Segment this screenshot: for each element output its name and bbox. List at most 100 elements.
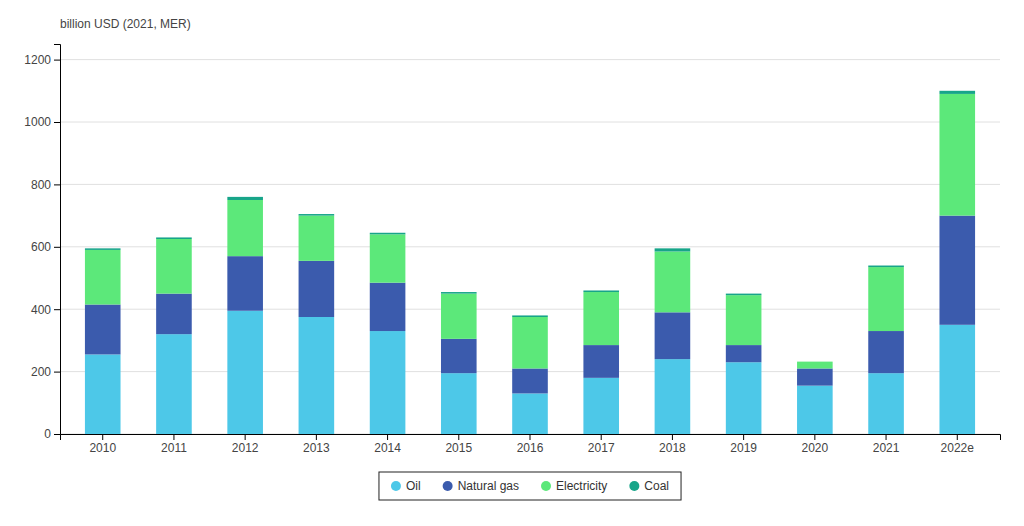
x-tick-label: 2019 [730, 441, 757, 455]
legend: Oil Natural gas Electricity Coal [379, 472, 681, 500]
y-tick-mark [54, 247, 60, 248]
x-tick: 2016 [517, 434, 544, 455]
y-tick: 200 [31, 365, 60, 379]
bar [512, 393, 548, 434]
legend-marker [629, 481, 639, 491]
grid-line [60, 184, 1000, 185]
legend-box [379, 472, 681, 500]
y-tick-label: 0 [44, 427, 51, 441]
y-tick-label: 1200 [24, 53, 51, 67]
x-tick-mark [173, 434, 174, 440]
bar [299, 216, 335, 261]
x-tick-mark [743, 434, 744, 440]
legend-item: Electricity [541, 479, 607, 493]
bar [156, 294, 192, 335]
y-axis-line [54, 45, 61, 435]
y-tick-label: 1000 [24, 115, 51, 129]
bar [227, 197, 263, 200]
x-tick: 2014 [374, 434, 401, 455]
legend-marker [541, 481, 551, 491]
bar [512, 315, 548, 317]
grid-line [60, 122, 1000, 123]
bar [583, 345, 619, 378]
bar [370, 283, 406, 331]
bar [370, 233, 406, 235]
bar [156, 237, 192, 239]
plot: 2010201120122013201420152016201720182019… [24, 45, 1000, 455]
bar [85, 250, 121, 305]
legend-item: Oil [391, 479, 421, 493]
x-tick-label: 2016 [517, 441, 544, 455]
bar [441, 373, 477, 434]
legend-item: Coal [629, 479, 669, 493]
x-tick-label: 2013 [303, 441, 330, 455]
x-tick: 2015 [445, 434, 472, 455]
legend-label: Natural gas [458, 479, 519, 493]
grid-line [60, 309, 1000, 310]
bar [868, 266, 904, 268]
x-tick-mark [245, 434, 246, 440]
bar [441, 339, 477, 373]
x-tick-label: 2010 [89, 441, 116, 455]
bar [85, 354, 121, 434]
bar [370, 331, 406, 434]
bar-series [85, 216, 975, 394]
y-axis-label: billion USD (2021, MER) [60, 17, 191, 31]
bars [85, 91, 975, 434]
bar [726, 345, 762, 362]
x-tick-mark [387, 434, 388, 440]
x-tick-mark [814, 434, 815, 440]
x-tick-mark [886, 434, 887, 440]
x-tick-mark [601, 434, 602, 440]
y-tick-label: 200 [31, 365, 51, 379]
x-tick-label: 2020 [801, 441, 828, 455]
x-tick: 2020 [801, 434, 828, 455]
x-tick-label: 2022e [941, 441, 975, 455]
bar [726, 295, 762, 345]
bar [583, 292, 619, 345]
x-axis-line [61, 435, 1001, 441]
bar [797, 362, 833, 369]
bar [655, 359, 691, 434]
bar [583, 290, 619, 292]
y-tick-mark [54, 122, 60, 123]
bar [939, 91, 975, 94]
x-tick-mark [672, 434, 673, 440]
bar [939, 325, 975, 434]
bar [868, 331, 904, 373]
grid [60, 60, 1000, 434]
y-tick: 400 [31, 303, 60, 317]
bar [868, 267, 904, 331]
legend-label: Oil [406, 479, 421, 493]
bar [227, 311, 263, 434]
bar [156, 334, 192, 434]
x-tick: 2021 [873, 434, 900, 455]
grid-line [60, 59, 1000, 60]
y-tick: 1000 [24, 115, 60, 129]
x-tick: 2017 [588, 434, 615, 455]
bar [85, 305, 121, 355]
bar [797, 361, 833, 362]
bar [512, 368, 548, 393]
x-tick-label: 2014 [374, 441, 401, 455]
y-tick-mark [54, 184, 60, 185]
x-tick: 2019 [730, 434, 757, 455]
grid-line [60, 246, 1000, 247]
bar [441, 292, 477, 294]
legend-items: Oil Natural gas Electricity Coal [391, 479, 669, 493]
bar-series [85, 91, 975, 317]
bar [655, 312, 691, 359]
bar [583, 378, 619, 434]
y-tick-label: 800 [31, 178, 51, 192]
x-tick: 2013 [303, 434, 330, 455]
legend-marker [443, 481, 453, 491]
bar [726, 362, 762, 434]
x-tick-mark [458, 434, 459, 440]
x-axis: 2010201120122013201420152016201720182019… [61, 434, 1001, 455]
bar [868, 373, 904, 434]
bar [370, 234, 406, 282]
bar [156, 239, 192, 294]
bar [655, 248, 691, 251]
x-tick-label: 2021 [873, 441, 900, 455]
bar [797, 368, 833, 385]
